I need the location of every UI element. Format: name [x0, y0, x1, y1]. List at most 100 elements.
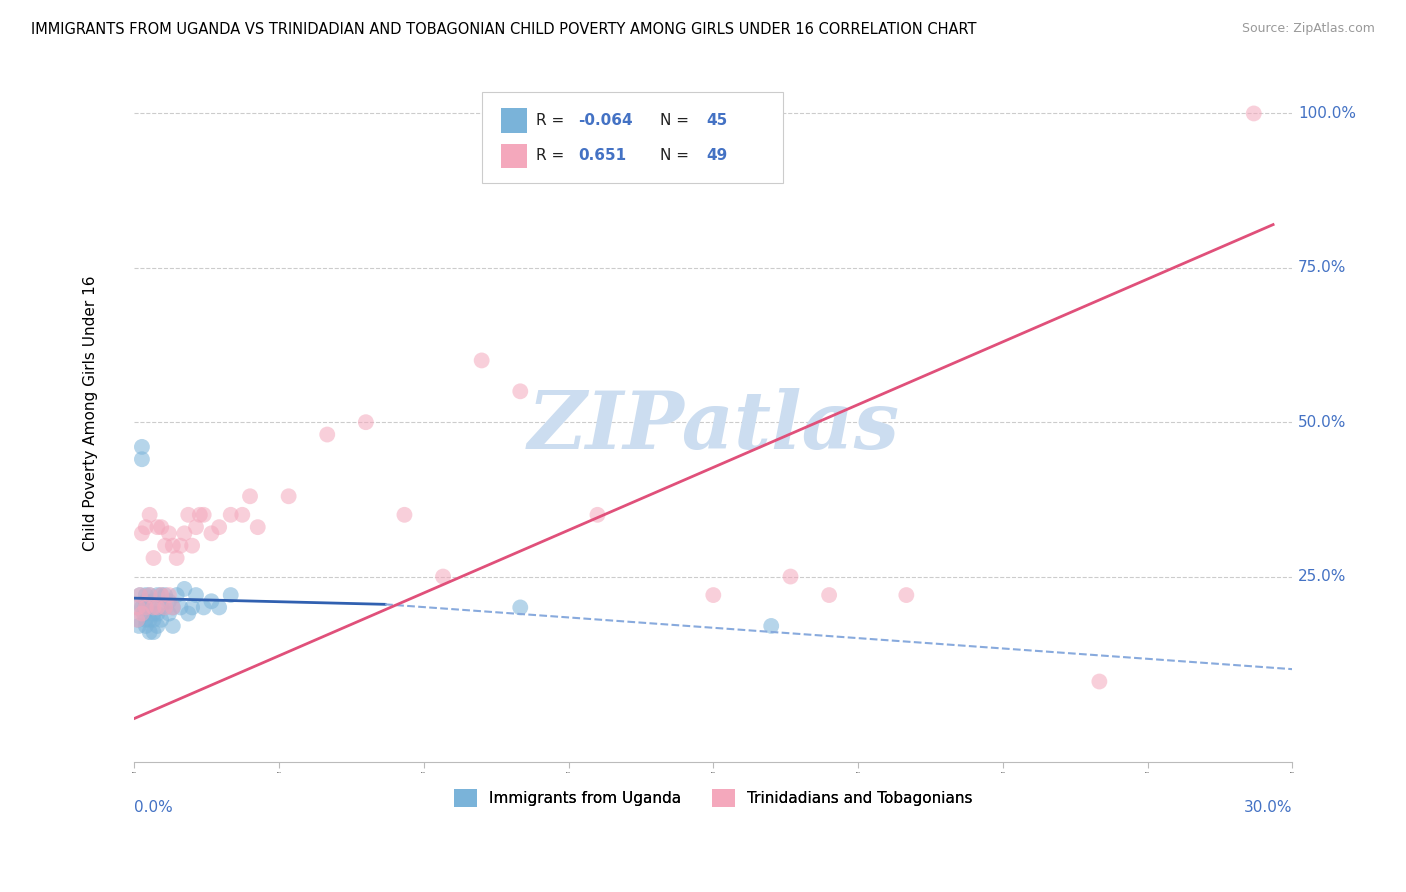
Point	[394, 508, 416, 522]
FancyBboxPatch shape	[482, 92, 783, 183]
Text: N =: N =	[659, 113, 695, 128]
Text: 0.651: 0.651	[578, 148, 626, 163]
Point	[509, 384, 531, 399]
Point	[138, 588, 160, 602]
Point	[200, 594, 222, 608]
Point	[162, 619, 184, 633]
Text: 30.0%: 30.0%	[1244, 800, 1292, 815]
Point	[166, 588, 188, 602]
Point	[135, 600, 157, 615]
Point	[150, 520, 173, 534]
Text: 75.0%: 75.0%	[1298, 260, 1347, 276]
Point	[146, 607, 169, 621]
Point	[135, 594, 157, 608]
Point	[142, 594, 165, 608]
Point	[131, 440, 153, 454]
Point	[135, 613, 157, 627]
Point	[169, 539, 191, 553]
Point	[142, 551, 165, 566]
Point	[432, 569, 454, 583]
Point	[471, 353, 494, 368]
Point	[169, 600, 191, 615]
Point	[157, 526, 180, 541]
Point	[153, 539, 176, 553]
Point	[150, 613, 173, 627]
Point	[142, 613, 165, 627]
Point	[153, 588, 176, 602]
Point	[153, 600, 176, 615]
Point	[135, 619, 157, 633]
Point	[184, 588, 207, 602]
Point	[135, 588, 157, 602]
Point	[146, 600, 169, 615]
Text: ZIPatlas: ZIPatlas	[527, 388, 900, 466]
Point	[177, 607, 200, 621]
Point	[162, 539, 184, 553]
Point	[138, 600, 160, 615]
Text: 100.0%: 100.0%	[1298, 106, 1357, 121]
Point	[200, 526, 222, 541]
Point	[131, 600, 153, 615]
Point	[131, 526, 153, 541]
Point	[150, 588, 173, 602]
Point	[138, 508, 160, 522]
Text: -0.064: -0.064	[578, 113, 633, 128]
Point	[316, 427, 339, 442]
Point	[127, 600, 149, 615]
Point	[162, 600, 184, 615]
Text: 25.0%: 25.0%	[1298, 569, 1347, 584]
Point	[896, 588, 918, 602]
Point	[193, 600, 215, 615]
Point	[239, 489, 262, 503]
Point	[142, 607, 165, 621]
Text: 0.0%: 0.0%	[134, 800, 173, 815]
Point	[184, 520, 207, 534]
Point	[509, 600, 531, 615]
Point	[129, 588, 152, 602]
FancyBboxPatch shape	[502, 108, 527, 133]
Point	[153, 600, 176, 615]
Point	[157, 594, 180, 608]
Text: 49: 49	[706, 148, 728, 163]
Legend: Immigrants from Uganda, Trinidadians and Tobagonians: Immigrants from Uganda, Trinidadians and…	[449, 782, 979, 814]
Point	[1088, 674, 1111, 689]
Point	[277, 489, 299, 503]
Point	[129, 588, 152, 602]
Point	[173, 526, 195, 541]
Point	[231, 508, 253, 522]
Text: R =: R =	[536, 148, 574, 163]
Point	[138, 588, 160, 602]
Point	[132, 607, 155, 621]
Point	[138, 625, 160, 640]
Text: Source: ZipAtlas.com: Source: ZipAtlas.com	[1241, 22, 1375, 36]
Point	[219, 588, 242, 602]
Point	[157, 607, 180, 621]
FancyBboxPatch shape	[502, 144, 527, 168]
Point	[177, 508, 200, 522]
Point	[181, 600, 204, 615]
Point	[208, 520, 231, 534]
Text: R =: R =	[536, 113, 569, 128]
Point	[193, 508, 215, 522]
Text: Child Poverty Among Girls Under 16: Child Poverty Among Girls Under 16	[83, 275, 97, 550]
Point	[150, 588, 173, 602]
Point	[142, 625, 165, 640]
Point	[135, 520, 157, 534]
Point	[127, 600, 149, 615]
Text: IMMIGRANTS FROM UGANDA VS TRINIDADIAN AND TOBAGONIAN CHILD POVERTY AMONG GIRLS U: IMMIGRANTS FROM UGANDA VS TRINIDADIAN AN…	[31, 22, 976, 37]
Point	[150, 600, 173, 615]
Point	[181, 539, 204, 553]
Point	[131, 452, 153, 467]
Point	[157, 588, 180, 602]
Point	[761, 619, 783, 633]
Point	[127, 613, 149, 627]
Point	[127, 613, 149, 627]
Point	[142, 600, 165, 615]
Point	[173, 582, 195, 596]
Point	[1243, 106, 1265, 120]
Text: N =: N =	[659, 148, 695, 163]
Point	[166, 551, 188, 566]
Point	[702, 588, 724, 602]
Point	[586, 508, 609, 522]
Point	[162, 600, 184, 615]
